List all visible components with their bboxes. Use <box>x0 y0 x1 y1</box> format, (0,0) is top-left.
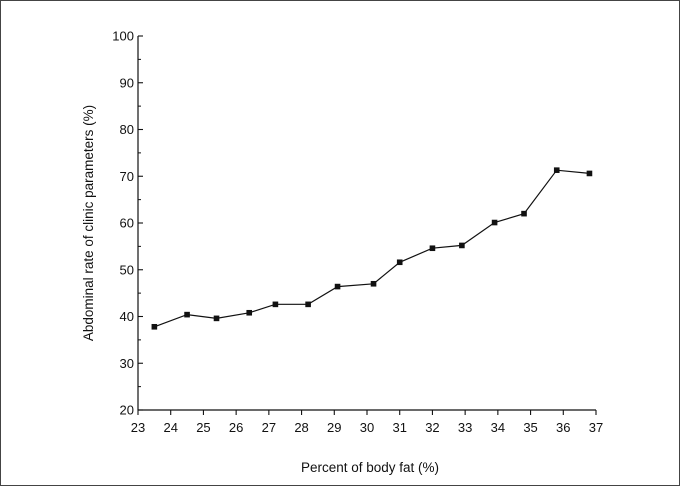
data-point <box>521 210 527 217</box>
x-axis-label: Percent of body fat (%) <box>301 460 439 475</box>
x-tick-label: 25 <box>196 420 210 435</box>
x-tick-label: 30 <box>360 420 374 435</box>
y-tick-label: 50 <box>120 262 134 277</box>
y-tick-label: 20 <box>120 403 134 418</box>
y-tick-label: 80 <box>120 122 134 137</box>
x-tick-label: 28 <box>294 420 308 435</box>
x-tick-label: 26 <box>229 420 243 435</box>
data-point <box>213 315 220 322</box>
x-tick-label: 34 <box>491 420 505 435</box>
data-point <box>370 280 377 287</box>
data-point <box>334 283 341 290</box>
data-point <box>272 301 279 308</box>
data-point <box>429 245 436 252</box>
x-tick-label: 23 <box>131 420 145 435</box>
x-tick-label: 37 <box>589 420 603 435</box>
x-tick-label: 27 <box>262 420 276 435</box>
x-tick-label: 36 <box>556 420 570 435</box>
series-line <box>154 169 590 328</box>
y-tick-label: 30 <box>120 356 134 371</box>
data-point <box>184 311 190 318</box>
y-tick-label: 70 <box>120 169 134 184</box>
x-tick-label: 33 <box>458 420 472 435</box>
data-point <box>396 259 403 266</box>
data-series <box>151 167 593 330</box>
x-tick-label: 24 <box>163 420 177 435</box>
axes <box>137 36 596 411</box>
x-tick-label: 32 <box>425 420 439 435</box>
y-tick-label: 100 <box>112 29 134 44</box>
y-tick-label: 90 <box>120 75 134 90</box>
y-axis-label: Abdominal rate of clinic parameters (%) <box>81 105 96 341</box>
y-tick-label: 60 <box>120 216 134 231</box>
data-point <box>491 219 498 226</box>
x-tick-label: 29 <box>327 420 341 435</box>
data-point <box>305 301 311 308</box>
y-axis-ticks: 20 30 40 50 60 70 80 90 100 <box>112 29 143 418</box>
data-point <box>459 242 465 249</box>
data-point <box>246 309 253 316</box>
data-point <box>151 323 158 330</box>
x-tick-label: 35 <box>523 420 537 435</box>
x-tick-label: 31 <box>392 420 406 435</box>
data-point <box>553 167 560 173</box>
x-axis-ticks: 23 24 25 26 27 28 29 30 31 32 33 34 35 36 37 <box>131 410 603 435</box>
y-tick-label: 40 <box>120 309 134 324</box>
data-point <box>586 170 593 177</box>
